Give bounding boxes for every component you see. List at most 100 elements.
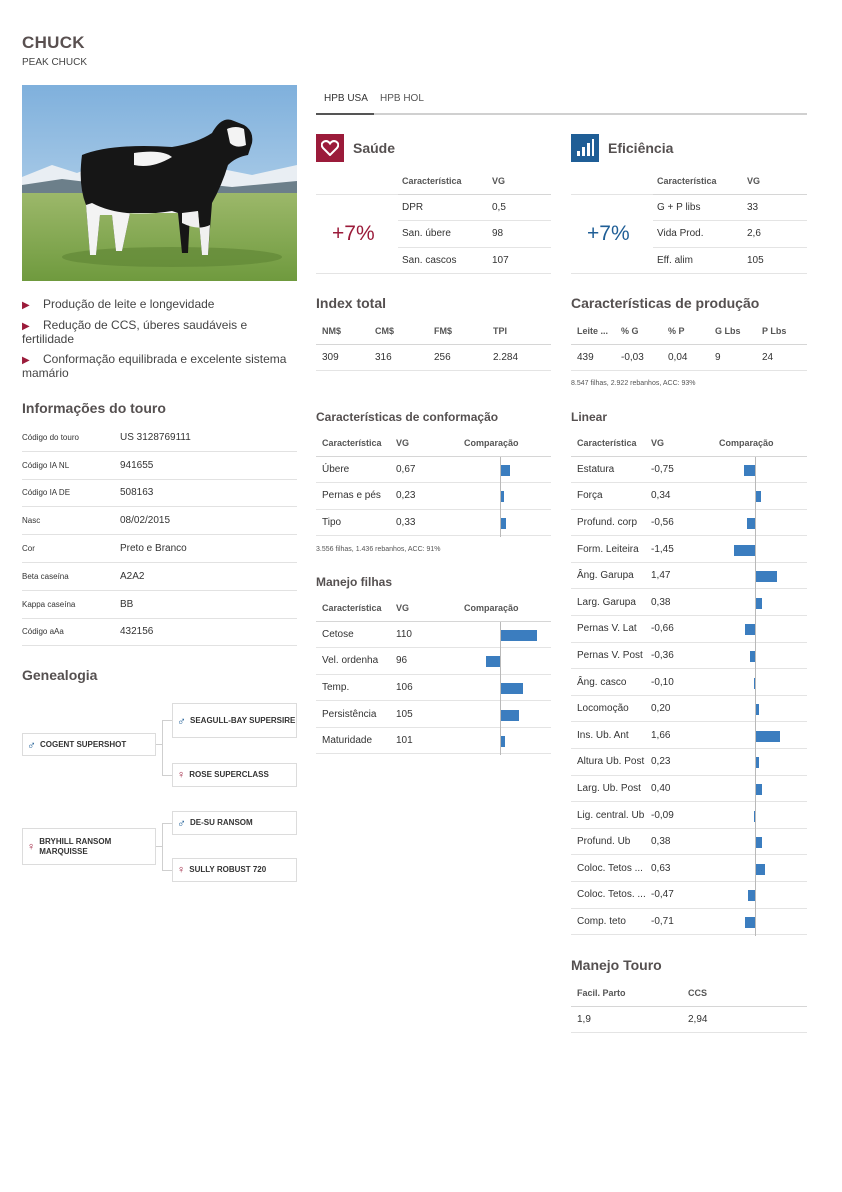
info-row: Código aAa 432156 (22, 619, 297, 647)
table-row: Eff. alim 105 (653, 247, 807, 275)
index-total-table: NM$ CM$ FM$ TPI 309 316 256 2.284 (316, 318, 551, 372)
table-row: Tipo 0,33 (316, 509, 551, 537)
table-row: Cetose 110 (316, 621, 551, 649)
table-row: Pernas e pés 0,23 (316, 482, 551, 510)
bar-chart-icon (571, 134, 599, 162)
comparison-axis (500, 622, 501, 755)
comparison-bar (746, 518, 755, 529)
male-icon: ♂ (27, 737, 36, 752)
info-row: Código IA NL 941655 (22, 452, 297, 480)
comparison-bar (756, 597, 762, 609)
index-total-title: Index total (316, 295, 387, 311)
info-row: Beta caseína A2A2 (22, 563, 297, 591)
producao-table: Leite ... % G % P G Lbs P Lbs 439 -0,03 … (571, 318, 807, 372)
manejo-touro-title: Manejo Touro (571, 957, 662, 973)
info-row: Código do touro US 3128769111 (22, 424, 297, 452)
comparison-bar (501, 491, 505, 503)
comparison-bar (756, 730, 781, 742)
table-row: San. cascos 107 (398, 247, 551, 275)
saude-header: Saúde (316, 134, 395, 162)
info-row: Kappa caseína BB (22, 591, 297, 619)
pedigree-line (162, 870, 172, 871)
male-icon: ♂ (177, 816, 186, 830)
tab-hpb-hol[interactable]: HPB HOL (380, 93, 424, 104)
comparison-bar (501, 518, 506, 529)
comparison-bar (749, 651, 755, 662)
eficiencia-table: Característica VG G + P libs 33 Vida Prod.… (653, 168, 807, 275)
table-row: Form. Leiteira -1,45 (571, 535, 807, 563)
comparison-bar (748, 890, 755, 902)
pedigree-dam-dam: ♀ SULLY ROBUST 720 (172, 858, 297, 882)
bull-name: CHUCK (22, 33, 85, 52)
manejo-touro-table: Facil. Parto CCS 1,9 2,94 (571, 980, 807, 1034)
comparison-bar (753, 810, 755, 822)
info-row: Código IA DE 508163 (22, 480, 297, 508)
female-icon: ♀ (177, 864, 186, 876)
comparison-axis (755, 457, 756, 936)
table-row: Coloc. Tetos. ... -0,47 (571, 881, 807, 909)
producao-note: 8.547 filhas, 2.922 rebanhos, ACC: 93% (571, 380, 696, 387)
table-row: 1,9 2,94 (571, 1006, 807, 1034)
saude-percent: +7% (332, 222, 375, 245)
info-row: Nasc 08/02/2015 (22, 507, 297, 536)
table-row: Força 0,34 (571, 482, 807, 510)
conformacao-note: 3.556 filhas, 1.436 rebanhos, ACC: 91% (316, 546, 441, 553)
eficiencia-percent: +7% (587, 222, 630, 245)
pedigree-line (155, 744, 163, 745)
divider (571, 194, 653, 195)
table-row: Âng. casco -0,10 (571, 668, 807, 696)
female-icon: ♀ (27, 840, 36, 853)
linear-table: Característica VG Comparação Estatura -0,… (571, 430, 807, 936)
arrow-right-icon: ▶ (22, 300, 30, 311)
genealogy-title: Genealogia (22, 667, 98, 683)
comparison-axis (500, 457, 501, 537)
comparison-bar (756, 704, 759, 716)
pedigree-dam-sire: ♂ DE-SU RANSOM (172, 811, 297, 835)
bull-photo (22, 85, 297, 281)
comparison-bar (756, 757, 760, 769)
table-row: Locomoção 0,20 (571, 695, 807, 723)
comparison-bar (501, 629, 537, 641)
pedigree-line (162, 720, 172, 721)
table-row: Pernas V. Lat -0,66 (571, 615, 807, 643)
table-row: Altura Ub. Post 0,23 (571, 748, 807, 776)
conformacao-title: Características de conformação (316, 410, 499, 424)
table-row: G + P libs 33 (653, 194, 807, 222)
table-row: DPR 0,5 (398, 194, 551, 222)
conformacao-table: Característica VG Comparação Úbere 0,67 P… (316, 430, 551, 537)
table-row: Profund. corp -0,56 (571, 509, 807, 537)
pedigree-sire-dam: ♀ ROSE SUPERCLASS (172, 763, 297, 787)
table-row: Larg. Ub. Post 0,40 (571, 775, 807, 803)
manejo-filhas-table: Característica VG Comparação Cetose 110 V… (316, 595, 551, 755)
pedigree-line (162, 823, 172, 824)
highlight-item: ▶ Produção de leite e longevidade (22, 297, 215, 312)
comparison-bar (745, 624, 755, 636)
highlight-item: ▶ Redução de CCS, úberes saudáveis e fert… (22, 318, 248, 346)
comparison-bar (485, 656, 500, 668)
saude-table: Característica VG DPR 0,5 San. úbere 98 San… (398, 168, 551, 275)
bull-full-name: PEAK CHUCK (22, 57, 88, 68)
manejo-filhas-title: Manejo filhas (316, 575, 393, 589)
table-row: Profund. Ub 0,38 (571, 828, 807, 856)
table-row: Coloc. Tetos ... 0,63 (571, 854, 807, 882)
comparison-bar (501, 683, 523, 694)
male-icon: ♂ (177, 713, 186, 728)
table-row: Larg. Garupa 0,38 (571, 588, 807, 617)
divider (571, 273, 653, 274)
divider (316, 194, 398, 195)
comparison-bar (756, 863, 766, 875)
arrow-right-icon: ▶ (22, 355, 30, 366)
eficiencia-header: Eficiência (571, 134, 673, 162)
comparison-bar (756, 784, 762, 795)
pedigree-line (162, 720, 163, 776)
comparison-bar (753, 677, 755, 689)
info-table: Código do touro US 3128769111 Código IA N… (22, 424, 297, 647)
table-row: Estatura -0,75 (571, 456, 807, 484)
comparison-bar (756, 491, 761, 503)
table-row: Âng. Garupa 1,47 (571, 562, 807, 590)
table-row: Vida Prod. 2,6 (653, 220, 807, 248)
comparison-bar (756, 571, 778, 583)
pedigree-line (162, 823, 163, 871)
table-row: Pernas V. Post -0,36 (571, 642, 807, 670)
tab-hpb-usa[interactable]: HPB USA (324, 93, 368, 104)
